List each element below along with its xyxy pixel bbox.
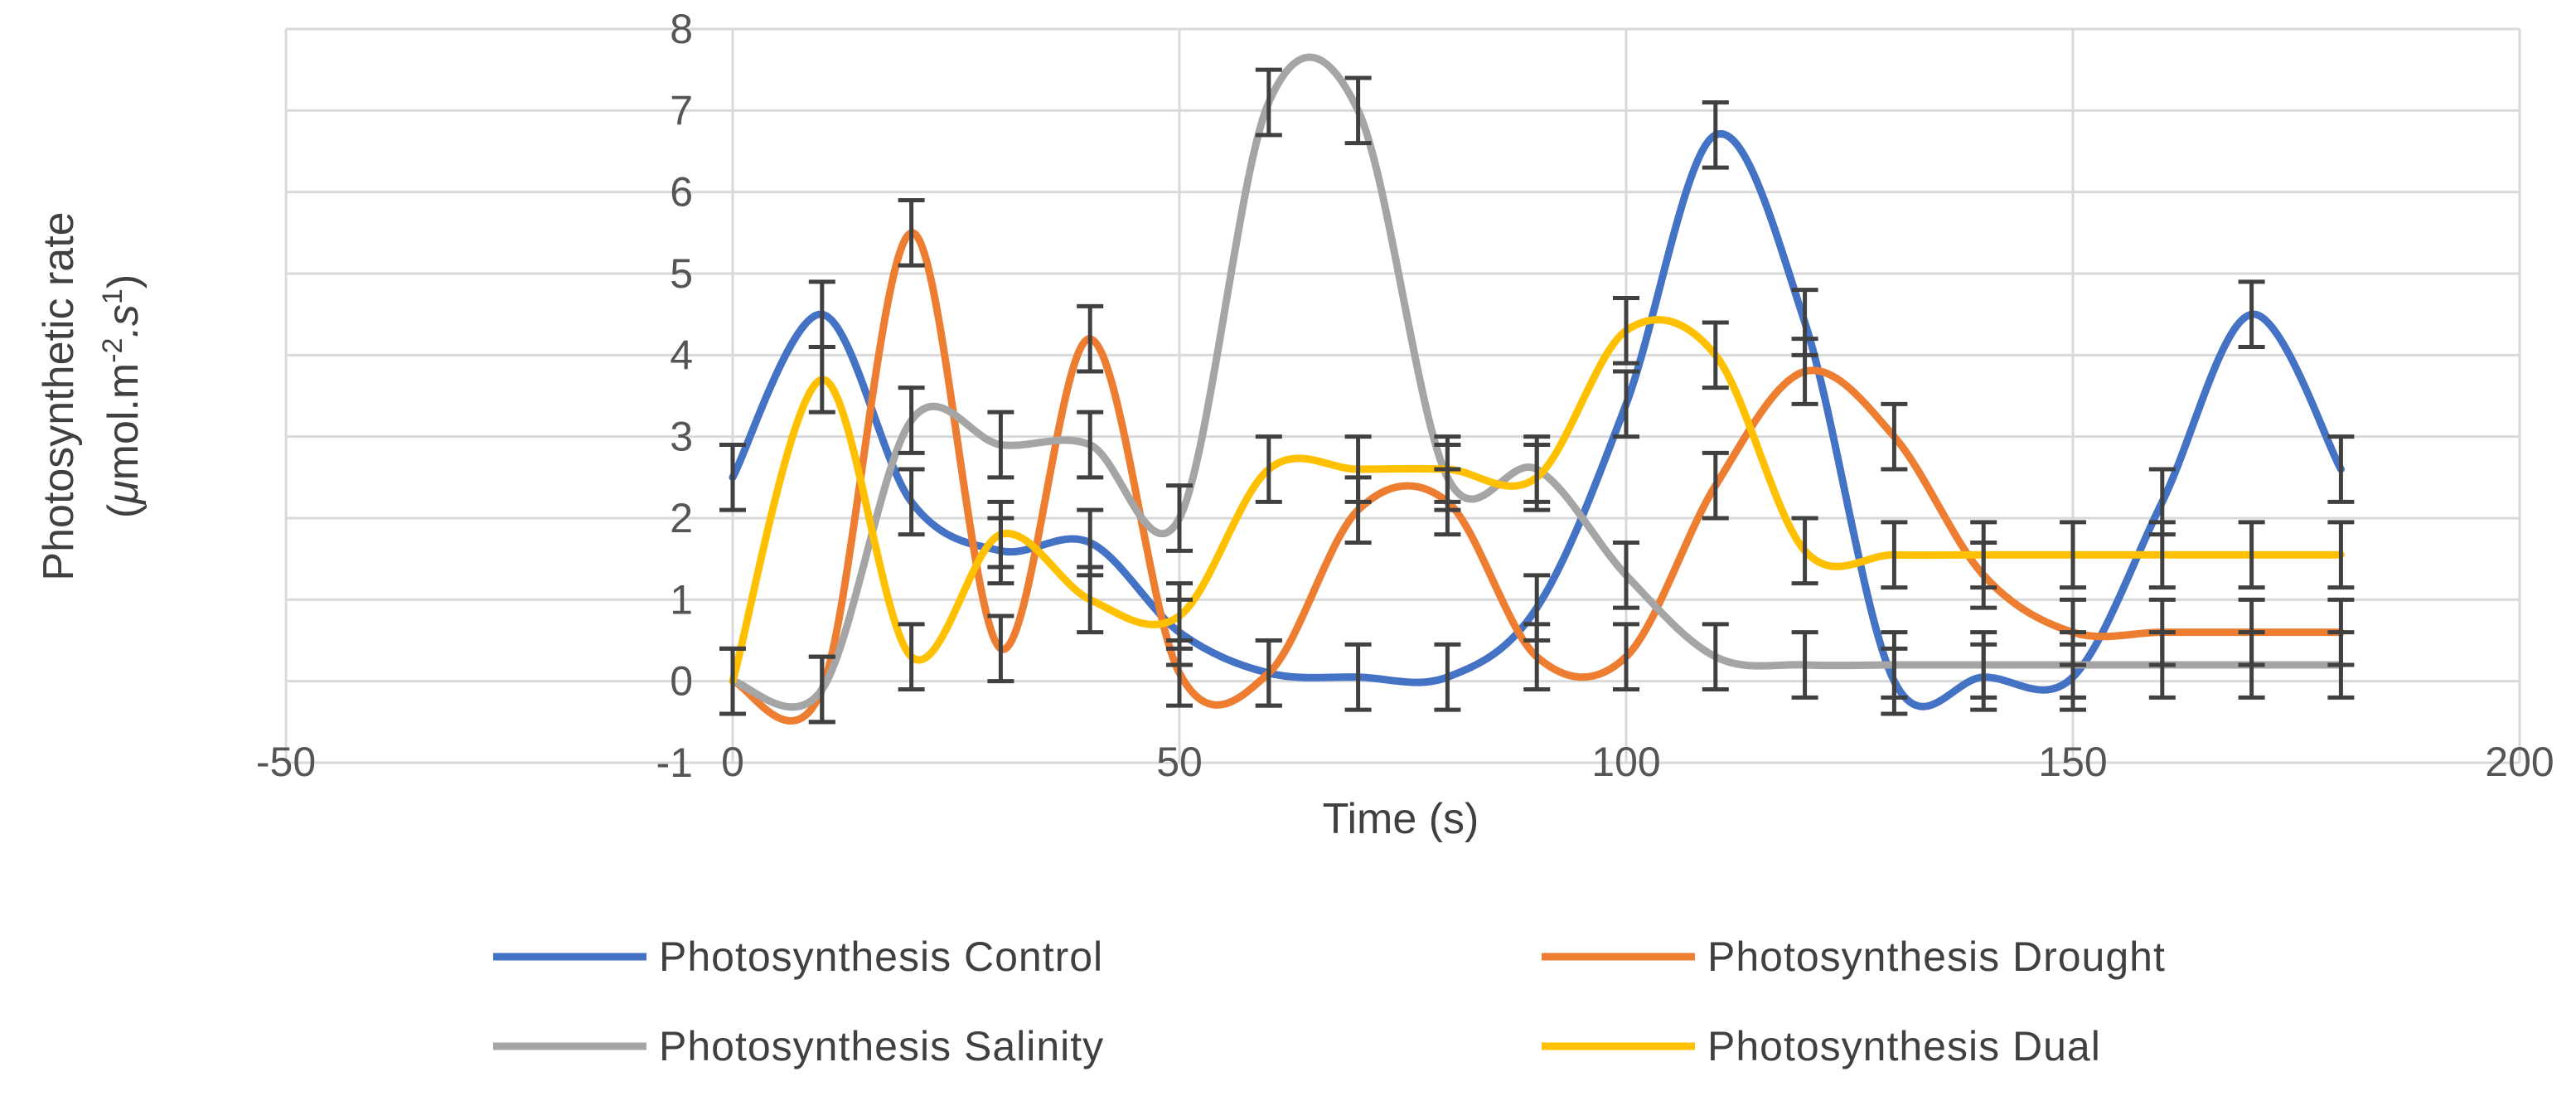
error-bar <box>1702 320 1729 390</box>
error-bar <box>987 613 1014 684</box>
y-tick-label: 4 <box>670 332 693 378</box>
error-bar <box>1166 581 1193 651</box>
legend: Photosynthesis Control Photosynthesis Dro… <box>493 934 2166 1069</box>
error-bar <box>1434 434 1461 504</box>
error-bar <box>2060 520 2086 590</box>
y-axis-title-line1: Photosynthetic rate <box>35 211 83 580</box>
error-bar <box>2148 520 2176 590</box>
tick-labels: -1 0 1 2 3 4 5 6 7 8 -50 0 50 100 150 200 <box>256 6 2554 786</box>
error-bar <box>1970 630 1997 700</box>
y-tick-label: 2 <box>670 495 693 541</box>
y-tick-label: 0 <box>670 658 693 705</box>
error-bar <box>1702 100 1729 170</box>
error-bar <box>1702 450 1729 521</box>
x-tick-label: 150 <box>2038 739 2107 785</box>
series-line-4 <box>729 316 2345 686</box>
error-bar <box>1613 541 1639 610</box>
y-unit-exp1: -2 <box>97 338 128 363</box>
y-unit-s: .s <box>99 304 148 337</box>
legend-label: Photosynthesis Salinity <box>659 1023 1104 1069</box>
y-tick-label: 6 <box>670 169 693 216</box>
error-bar <box>987 499 1014 570</box>
error-bar <box>2238 630 2265 700</box>
y-unit-close: ) <box>99 274 148 289</box>
x-tick-label: 200 <box>2485 739 2554 785</box>
y-tick-label: 8 <box>670 6 693 52</box>
y-unit-mu: μ <box>99 480 148 506</box>
error-bar <box>898 386 925 455</box>
legend-label: Photosynthesis Control <box>659 934 1103 980</box>
y-tick-label: -1 <box>656 740 693 786</box>
error-bar <box>1077 303 1104 374</box>
error-bar <box>1523 622 1551 691</box>
y-tick-label: 7 <box>670 87 693 133</box>
x-axis-title: Time (s) <box>1323 795 1479 843</box>
error-bar <box>1077 565 1104 635</box>
error-bar <box>1166 483 1193 553</box>
error-bar <box>808 345 835 415</box>
error-bar <box>719 443 746 512</box>
error-bar <box>1881 520 1908 590</box>
error-bar <box>2238 520 2265 590</box>
error-bar <box>1344 434 1372 504</box>
error-bar <box>719 646 746 716</box>
error-bar <box>1344 642 1372 712</box>
error-bar <box>898 622 925 691</box>
error-bar <box>808 654 835 725</box>
y-tick-label: 1 <box>670 576 693 623</box>
error-bar <box>2327 434 2355 504</box>
y-unit-open: ( <box>99 503 148 518</box>
x-tick-label: 0 <box>721 739 744 785</box>
y-unit-exp2: 1 <box>97 289 128 304</box>
x-tick-label: 50 <box>1156 739 1203 785</box>
grid <box>284 27 2521 764</box>
error-bar <box>898 467 925 537</box>
error-bar <box>1791 516 1818 586</box>
error-bar <box>1613 296 1639 366</box>
error-bar <box>1613 369 1639 439</box>
y-tick-label: 3 <box>670 414 693 460</box>
error-bar <box>1970 520 1997 590</box>
x-tick-label: 100 <box>1591 739 1660 785</box>
y-axis-title-line2: (μmol.m-2.s1) <box>97 274 148 518</box>
legend-label: Photosynthesis Dual <box>1707 1023 2101 1069</box>
error-bar <box>2327 630 2355 700</box>
error-bar <box>2148 630 2176 700</box>
y-unit-mol: mol.m <box>99 363 148 481</box>
error-bar <box>1255 638 1282 708</box>
error-bar <box>1344 75 1372 146</box>
legend-entry: Photosynthesis Drought <box>1542 934 2166 980</box>
legend-entry: Photosynthesis Salinity <box>493 1023 1104 1069</box>
error-bar <box>2327 520 2355 590</box>
legend-entry: Photosynthesis Control <box>493 934 1103 980</box>
error-bar <box>2238 279 2265 349</box>
error-bar <box>898 198 925 268</box>
error-bar <box>1613 622 1639 691</box>
error-bar <box>1434 642 1461 712</box>
error-bar <box>1255 67 1282 138</box>
legend-label: Photosynthesis Drought <box>1707 934 2166 980</box>
error-bar <box>1255 434 1282 504</box>
error-bar <box>1523 443 1551 512</box>
error-bar <box>1881 630 1908 700</box>
legend-entry: Photosynthesis Dual <box>1542 1023 2101 1069</box>
series-line-3 <box>729 53 2345 711</box>
error-bar <box>987 410 1014 480</box>
error-bar <box>1702 622 1729 691</box>
y-tick-label: 5 <box>670 250 693 297</box>
error-bar <box>1791 337 1818 406</box>
error-bar <box>1791 630 1818 700</box>
error-bar <box>2060 630 2086 700</box>
error-bar <box>1077 410 1104 480</box>
error-bars <box>719 67 2355 725</box>
y-axis-title: Photosynthetic rate (μmol.m-2.s1) <box>35 211 148 580</box>
x-tick-label: -50 <box>256 739 316 785</box>
error-bar <box>1881 401 1908 472</box>
